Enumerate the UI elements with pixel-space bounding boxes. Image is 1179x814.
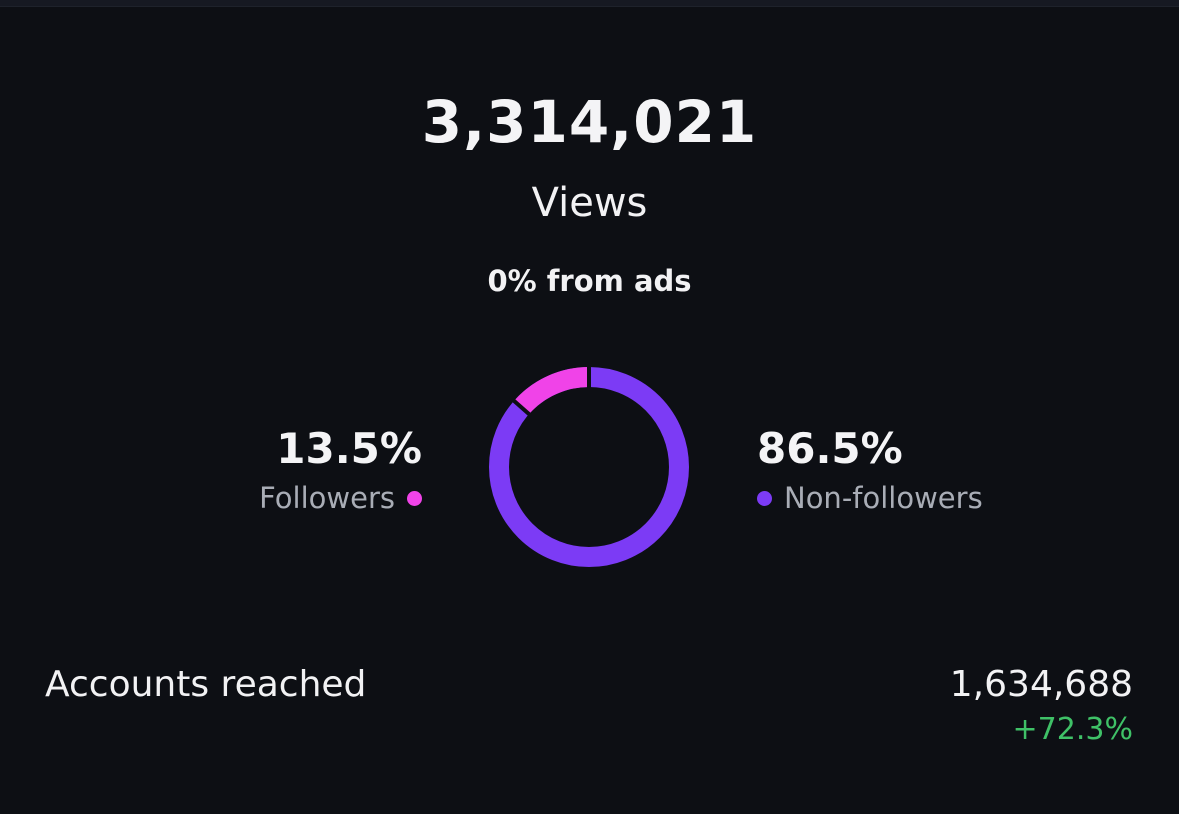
accounts-reached-change: +72.3% — [1012, 712, 1133, 747]
top-divider — [0, 0, 1179, 7]
accounts-reached-label: Accounts reached — [45, 664, 367, 705]
non-followers-percent: 86.5% — [757, 424, 903, 473]
segment-gap-split — [511, 398, 532, 417]
non-followers-legend: Non-followers — [757, 480, 983, 516]
followers-percent: 13.5% — [276, 424, 422, 473]
followers-dot-icon — [407, 490, 422, 506]
followers-stat: 13.5% Followers — [259, 424, 422, 516]
views-label: Views — [531, 180, 648, 226]
accounts-reached-value: 1,634,688 — [949, 664, 1133, 705]
audience-donut-chart — [489, 366, 689, 567]
followers-legend: Followers — [259, 480, 422, 516]
views-count: 3,314,021 — [421, 88, 758, 156]
non-followers-stat: 86.5% Non-followers — [757, 424, 983, 516]
non-followers-label: Non-followers — [784, 481, 983, 515]
followers-label: Followers — [259, 481, 395, 515]
non-followers-dot-icon — [757, 490, 772, 506]
ads-percentage-text: 0% from ads — [487, 264, 692, 298]
